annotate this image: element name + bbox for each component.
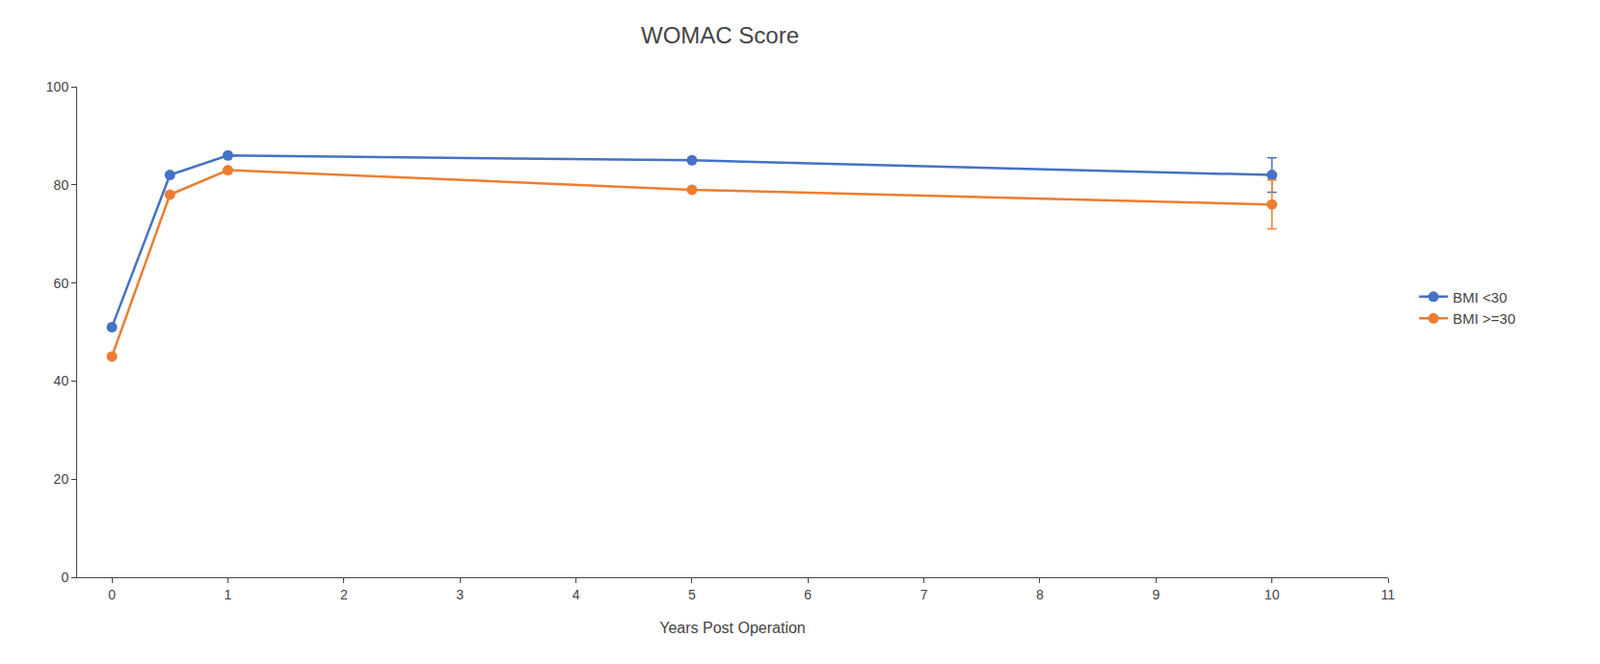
- svg-text:0: 0: [60, 569, 69, 586]
- svg-text:WOMAC Score: WOMAC Score: [640, 22, 800, 49]
- svg-text:4: 4: [572, 586, 581, 603]
- svg-text:1: 1: [224, 586, 233, 603]
- svg-text:3: 3: [455, 586, 464, 603]
- svg-text:60: 60: [53, 275, 70, 292]
- svg-text:0: 0: [107, 586, 116, 603]
- svg-text:10: 10: [1264, 586, 1280, 603]
- svg-text:5: 5: [688, 586, 696, 603]
- svg-text:8: 8: [1036, 586, 1044, 603]
- svg-text:40: 40: [53, 373, 70, 389]
- svg-text:100: 100: [46, 79, 70, 95]
- svg-text:20: 20: [53, 471, 70, 487]
- svg-text:2: 2: [340, 586, 348, 603]
- svg-text:80: 80: [53, 177, 70, 193]
- svg-text:6: 6: [803, 586, 812, 603]
- svg-text:11: 11: [1381, 586, 1396, 603]
- svg-text:Years Post Operation: Years Post Operation: [659, 619, 806, 637]
- svg-text:7: 7: [920, 586, 929, 603]
- svg-text:9: 9: [1151, 586, 1160, 603]
- svg-text:BMI >=30: BMI >=30: [1452, 310, 1516, 327]
- svg-text:BMI <30: BMI <30: [1452, 289, 1507, 306]
